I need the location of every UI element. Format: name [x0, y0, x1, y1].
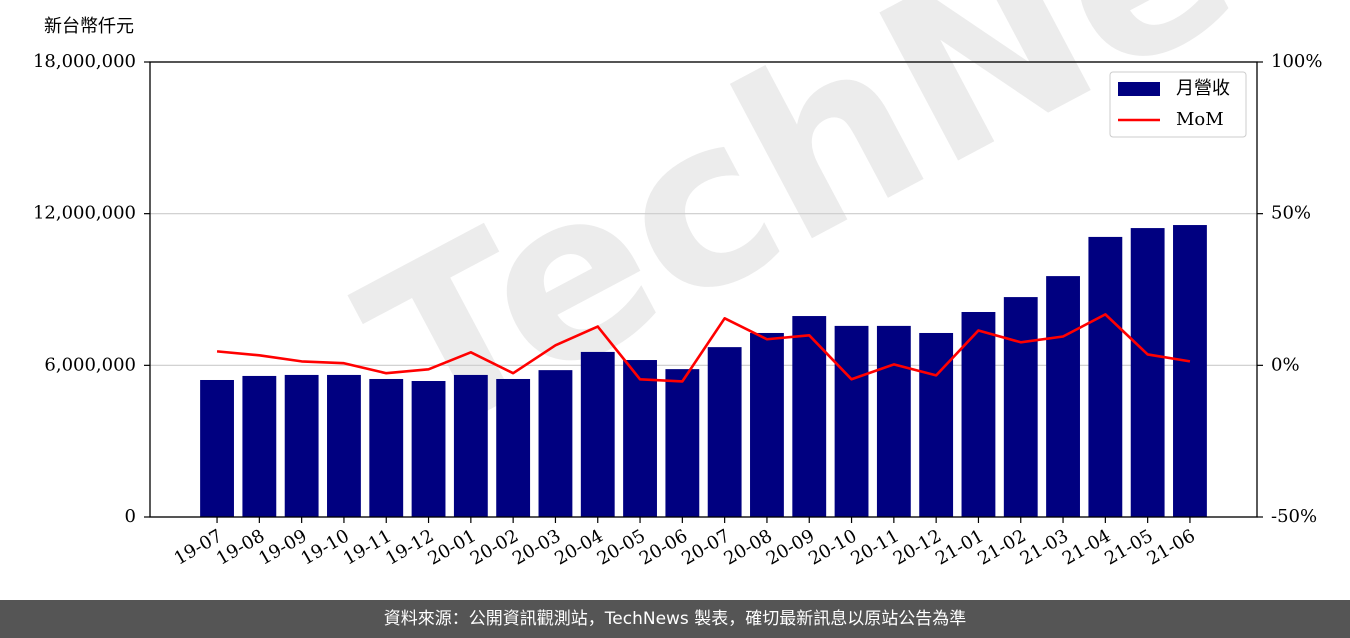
y-tick-label: 0: [125, 506, 136, 527]
y-tick-label: 6,000,000: [44, 354, 136, 375]
y2-tick-label: -50%: [1271, 506, 1317, 527]
bar: [453, 374, 488, 517]
plot-frame: [149, 61, 1258, 518]
bar: [961, 311, 996, 517]
y2-tick-label: 100%: [1271, 51, 1322, 72]
bar: [1003, 297, 1038, 517]
bar: [411, 381, 446, 517]
legend-swatch: [1118, 82, 1160, 96]
bar: [623, 360, 657, 517]
bar: [200, 379, 234, 517]
footer: 資料來源：公開資訊觀測站，TechNews 製表，確切最新訊息以原站公告為準: [0, 600, 1350, 638]
bar: [792, 316, 827, 517]
x-tick-label: 21-06: [1144, 525, 1199, 569]
y-tick-label: 12,000,000: [33, 203, 136, 224]
bar: [919, 332, 954, 517]
bar: [876, 325, 911, 517]
bar: [665, 369, 700, 517]
bar: [580, 351, 615, 517]
bar: [1173, 225, 1207, 517]
bar: [707, 347, 742, 517]
bar: [1088, 236, 1123, 517]
legend-label: 月營收: [1176, 78, 1230, 99]
line: [216, 313, 1191, 383]
bar: [1130, 228, 1165, 517]
y2-tick-label: 0%: [1271, 354, 1300, 375]
y-axis-label: 新台幣仟元: [44, 16, 134, 37]
bar: [369, 378, 404, 517]
bar: [834, 325, 869, 517]
bar: [538, 370, 573, 517]
bar: [1046, 276, 1080, 517]
footer-bar: [0, 600, 1350, 638]
bar: [242, 375, 277, 517]
y2-tick-label: 50%: [1271, 203, 1311, 224]
bar: [496, 378, 531, 517]
legend-label: MoM: [1176, 109, 1224, 130]
bar: [284, 374, 319, 517]
bar: [750, 332, 784, 517]
bar: [327, 374, 361, 517]
source-note: 資料來源：公開資訊觀測站，TechNews 製表，確切最新訊息以原站公告為準: [384, 609, 966, 629]
y-tick-label: 18,000,000: [33, 51, 136, 72]
